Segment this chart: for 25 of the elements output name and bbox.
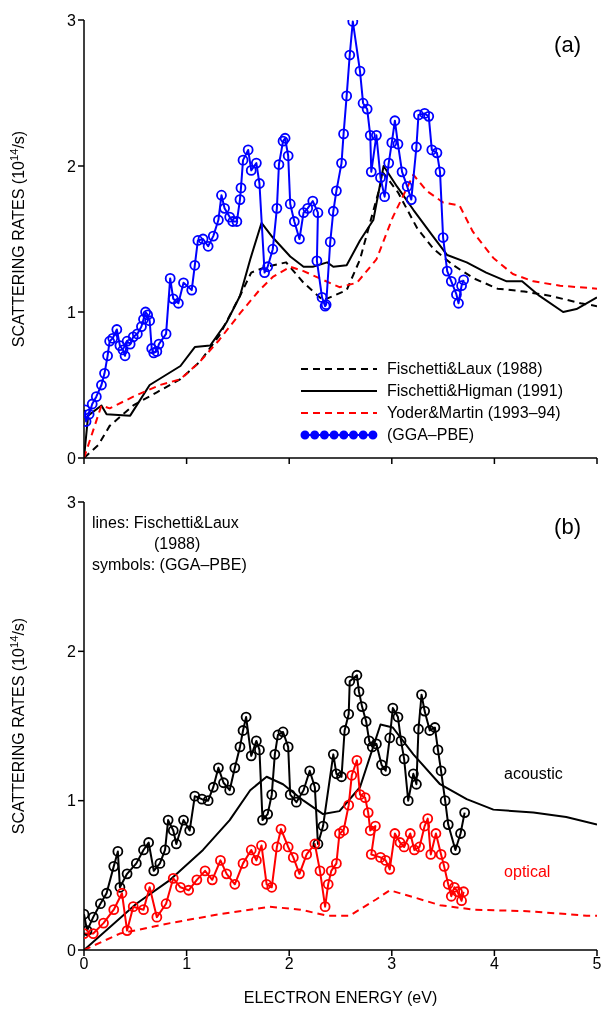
y-tick-label: 1 — [67, 792, 77, 810]
y-tick-label: 2 — [67, 157, 77, 175]
legend-label: Yoder&Martin (1993–94) — [386, 404, 561, 422]
x-tick-label: 2 — [284, 955, 294, 973]
annotation: (b) — [554, 514, 581, 540]
series-label: acoustic — [504, 764, 563, 782]
series-label: optical — [504, 863, 551, 881]
x-tick-label: 4 — [489, 955, 499, 973]
x-tick-label: 5 — [592, 955, 602, 973]
legend-label: (GGA–PBE) — [386, 426, 475, 444]
legend-label: Fischetti&Laux (1988) — [386, 360, 543, 378]
y-tick-label: 1 — [67, 303, 77, 321]
y-tick-label: 0 — [67, 449, 77, 467]
x-tick-label: 1 — [182, 955, 192, 973]
x-axis-title: ELECTRON ENERGY (eV) — [243, 989, 438, 1006]
annotation: symbols: (GGA–PBE) — [92, 555, 248, 575]
x-tick-label: 0 — [79, 955, 89, 973]
legend-label: Fischetti&Higman (1991) — [386, 382, 563, 400]
x-tick-label: 3 — [387, 955, 397, 973]
annotation: (a) — [554, 32, 581, 58]
annotation: lines: Fischetti&Laux (1988) — [92, 513, 240, 554]
y-tick-label: 3 — [67, 11, 77, 29]
y-tick-label: 0 — [67, 941, 77, 959]
y-tick-label: 3 — [67, 493, 77, 511]
y-tick-label: 2 — [67, 643, 77, 661]
